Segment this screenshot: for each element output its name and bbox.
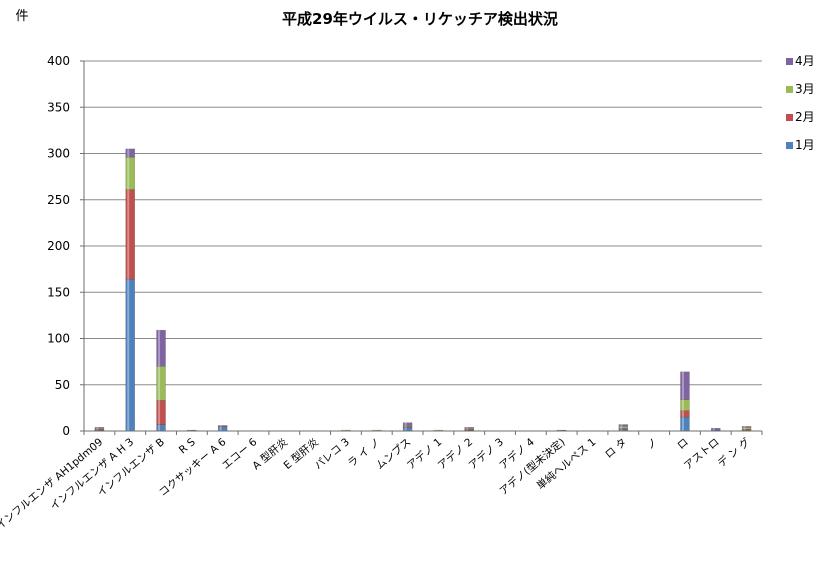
bar-segment-3-0 (94, 427, 105, 429)
legend-swatch-2月 (786, 114, 793, 121)
bar-highlight-3-1 (127, 148, 130, 158)
y-tick-label: 200 (47, 239, 70, 253)
bar-highlight-2-0 (96, 428, 99, 430)
bar-segment-3-20 (711, 427, 721, 431)
bar-segment-2-10 (402, 425, 413, 427)
y-tick-label: 250 (47, 193, 70, 207)
bar-highlight-3-17 (620, 424, 623, 427)
bar-highlight-3-10 (404, 422, 407, 426)
bar-segment-1-2 (156, 400, 166, 425)
bars (94, 148, 752, 432)
y-tick-label: 100 (47, 332, 70, 346)
bar-highlight-2-17 (620, 426, 623, 429)
bar-segment-3-12 (464, 427, 474, 429)
legend: 4月 3月 2月 1月 (786, 54, 815, 152)
bar-segment-2-17 (618, 426, 629, 429)
y-tick-label: 0 (62, 424, 70, 438)
bar-highlight-3-19 (681, 371, 684, 400)
bar-segment-1-4 (217, 425, 228, 427)
bar-segment-0-10 (402, 427, 413, 432)
x-tick-label: パレコ 3 (312, 436, 352, 472)
bar-segment-3-19 (680, 371, 690, 400)
bar-segment-2-2 (156, 366, 166, 401)
y-tick-label: 400 (47, 54, 70, 68)
bar-highlight-0-17 (620, 429, 623, 431)
bar-highlight-0-10 (404, 427, 407, 431)
x-tick-label: アストロ (682, 436, 722, 472)
bar-highlight-0-19 (681, 417, 684, 431)
bar-segment-0-1 (125, 279, 135, 432)
legend-swatch-3月 (786, 86, 793, 93)
bar-segment-0-4 (217, 426, 228, 432)
x-tick-label: ロ タ (603, 436, 629, 461)
legend-label: 2月 (795, 110, 815, 124)
bar-highlight-0-1 (127, 279, 130, 431)
bar-segment-3-10 (402, 422, 413, 426)
bar-highlight-0-4 (219, 426, 222, 431)
bar-highlight-3-21 (743, 426, 746, 428)
legend-label: 4月 (795, 54, 815, 68)
x-tick-label: ロ (675, 436, 691, 452)
bar-segment-0-2 (156, 424, 166, 432)
bar-segment-1-19 (680, 410, 690, 418)
x-tick-label: ノ (644, 436, 660, 452)
bar-highlight-1-1 (127, 189, 130, 280)
bar-highlight-1-4 (219, 425, 222, 427)
y-tick-label: 350 (47, 100, 70, 114)
bar-highlight-2-1 (127, 157, 130, 190)
bar-segment-3-17 (618, 424, 629, 427)
y-tick-labels: 0 50 100 150 200 250 300 350 400 (47, 54, 70, 438)
legend-label: 1月 (795, 138, 815, 152)
bar-highlight-3-0 (96, 427, 99, 429)
bar-segment-3-1 (125, 148, 135, 158)
legend-swatch-4月 (786, 58, 793, 65)
bar-highlight-2-2 (158, 366, 161, 401)
bar-highlight-1-0 (96, 429, 99, 431)
bar-highlight-2-12 (466, 428, 469, 430)
chart-title: 平成29年ウイルス・リケッチア検出状況 (282, 10, 558, 28)
axes (80, 60, 763, 435)
bar-highlight-1-21 (743, 429, 746, 431)
bar-highlight-1-2 (158, 400, 161, 425)
legend-swatch-1月 (786, 142, 793, 149)
bar-segment-3-2 (156, 329, 166, 367)
y-tick-label: 150 (47, 285, 70, 299)
bar-highlight-3-12 (466, 427, 469, 429)
bar-highlight-2-10 (404, 425, 407, 427)
bar-highlight-1-17 (620, 428, 623, 430)
y-axis-unit-label: 件 (15, 9, 28, 24)
y-tick-label: 300 (47, 147, 70, 161)
bar-segment-3-21 (741, 426, 752, 428)
bar-highlight-1-10 (404, 426, 407, 428)
bar-highlight-2-21 (743, 427, 746, 430)
bar-highlight-3-20 (712, 428, 715, 431)
bar-highlight-2-19 (681, 399, 684, 411)
bar-segment-1-1 (125, 189, 135, 280)
bar-segment-2-1 (125, 156, 135, 190)
bar-segment-0-19 (680, 416, 690, 432)
legend-label: 3月 (795, 82, 815, 96)
x-tick-label: R S (177, 436, 198, 457)
bar-highlight-1-19 (681, 410, 684, 418)
bar-highlight-0-2 (158, 424, 161, 431)
bar-segment-2-19 (680, 399, 690, 411)
bar-highlight-3-2 (158, 330, 161, 367)
x-tick-label: デ ン グ (715, 435, 753, 470)
bar-highlight-1-12 (466, 429, 469, 431)
y-tick-label: 50 (55, 378, 70, 392)
gridlines (84, 60, 762, 386)
